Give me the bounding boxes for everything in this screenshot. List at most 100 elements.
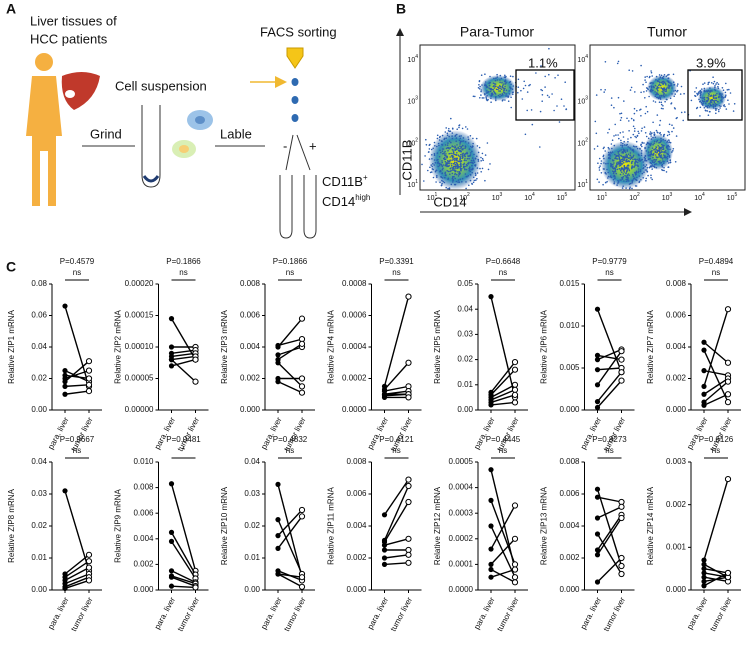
event-dot [667,84,670,86]
event-dot [440,170,442,172]
event-dot [477,158,480,161]
pair-line [171,349,196,354]
event-dot [714,104,717,107]
event-dot [683,92,685,95]
event-dot [440,184,443,186]
event-dot [455,148,458,150]
y-tick-label: 0.002 [346,553,367,562]
density [643,134,673,170]
event-dot [664,100,666,103]
y-tick-label: 0.0004 [449,483,474,492]
p-value: P=0.4121 [379,435,414,444]
event-dot [452,151,455,154]
event-dot [477,87,480,89]
event-dot [443,181,446,184]
event-dot [544,75,546,78]
y-tick-label: 0.006 [346,489,367,498]
pair-line [383,501,410,543]
para-point [701,583,707,589]
event-dot [441,164,443,167]
event-dot [451,132,454,134]
event-dot [614,176,616,178]
event-dot [609,157,611,160]
event-dot [690,99,693,102]
event-dot [712,97,715,99]
event-dot [644,155,647,157]
event-dot [459,143,461,145]
event-dot [624,149,626,151]
pair-line [64,554,90,575]
event-dot [716,108,718,110]
event-dot [631,70,634,72]
event-dot [651,147,654,149]
event-dot [651,159,653,162]
event-dot [632,154,635,157]
tumor-point [85,381,93,388]
pair-line [64,573,90,585]
event-dot [724,96,726,98]
event-dot [431,168,434,170]
para-point [594,367,601,373]
event-dot [651,132,653,134]
event-dot [620,167,623,170]
event-dot [465,168,468,171]
event-dot [658,74,661,76]
event-dot [461,157,464,159]
event-dot [666,152,668,155]
event-dot [612,178,615,181]
event-dot [606,168,608,171]
event-dot [463,153,466,156]
event-dot [504,76,507,79]
event-dot [666,147,668,149]
significance: ns [179,268,187,277]
event-dot [504,74,506,77]
para-point [594,547,601,553]
event-dot [474,157,477,160]
event-dot [728,88,730,91]
event-dot [460,164,462,166]
tumor-point [405,551,412,558]
event-dot [663,81,666,83]
event-dot [615,134,617,136]
event-dot [619,164,622,167]
event-dot [660,154,663,156]
event-dot [484,93,486,96]
event-dot [629,186,631,188]
tumor-point [511,566,519,573]
event-dot [668,87,670,90]
y-tick-label: 0.008 [666,279,687,288]
pair-line [277,343,303,361]
event-dot [599,165,601,167]
para-point [701,574,707,580]
event-dot [654,95,657,98]
event-dot [499,95,501,98]
event-dot [446,132,449,135]
event-dot [456,152,458,154]
event-dot [492,85,495,88]
event-dot [661,148,663,151]
event-dot [444,144,447,146]
event-dot [456,162,458,165]
event-dot [712,103,714,105]
significance: ns [286,268,294,277]
event-dot [457,154,459,156]
pair-line [384,562,409,566]
pair-line [170,532,197,575]
y-tick-label: 0.006 [559,489,580,498]
event-dot [457,149,460,152]
y-tick-label: 0.000 [240,405,261,414]
event-dot [445,137,448,139]
event-dot [444,158,447,161]
event-dot [458,171,461,173]
event-dot [441,172,444,174]
cell [179,145,189,153]
event-dot [662,154,665,156]
event-dot [718,92,721,95]
pair-line [171,352,196,358]
event-dot [605,162,607,165]
event-dot [628,69,630,71]
event-dot [423,180,425,182]
